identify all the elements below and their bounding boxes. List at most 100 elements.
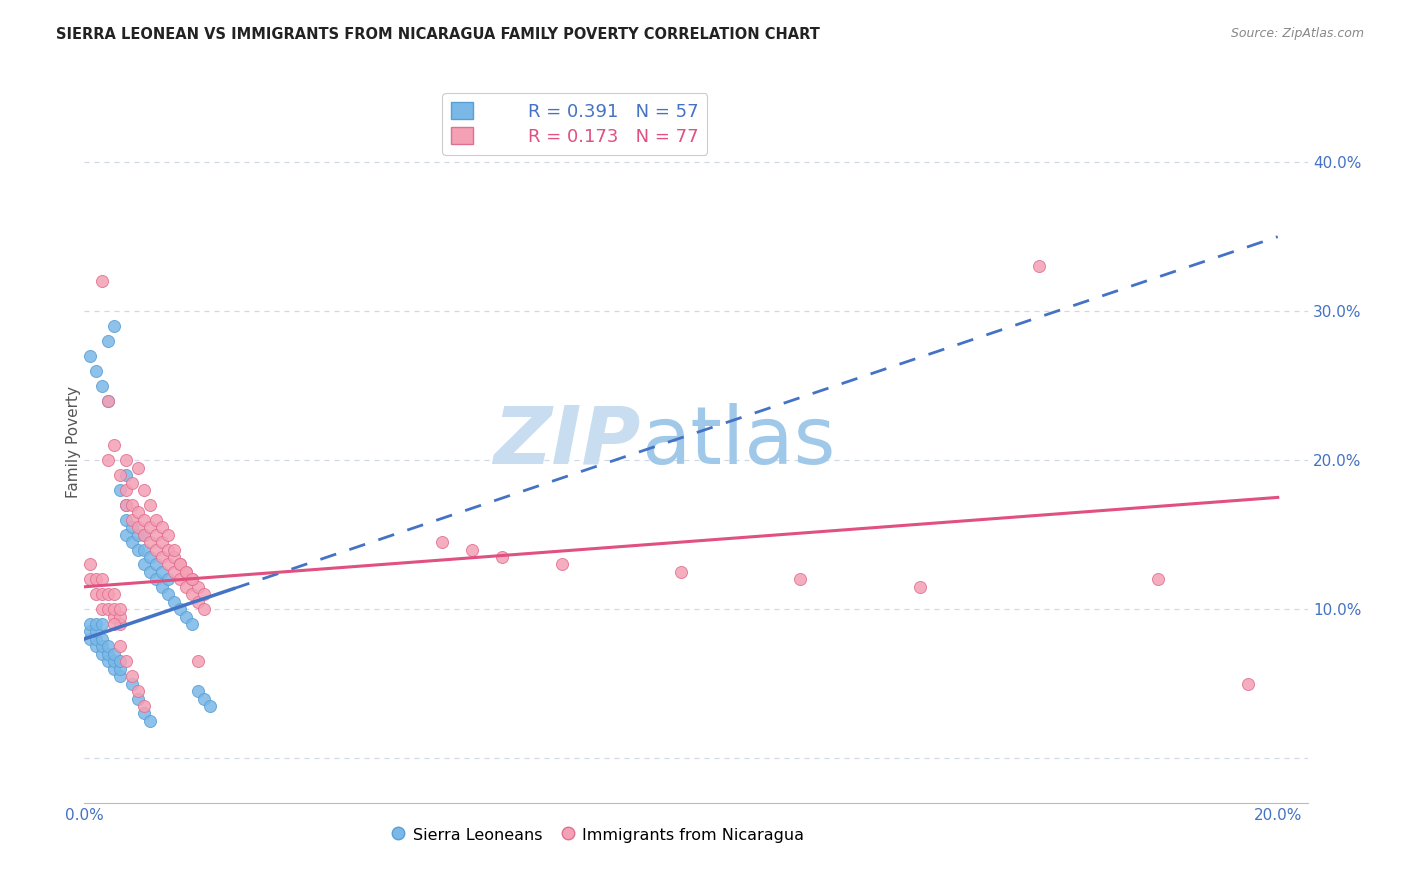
Point	[84, 624, 107, 639]
Point	[108, 617, 131, 632]
Point	[91, 647, 114, 661]
Legend: Sierra Leoneans, Immigrants from Nicaragua: Sierra Leoneans, Immigrants from Nicarag…	[385, 821, 811, 849]
Point	[127, 527, 149, 541]
Point	[84, 640, 107, 654]
Point	[908, 580, 931, 594]
Point	[132, 527, 155, 541]
Point	[789, 572, 811, 586]
Point	[115, 527, 138, 541]
Point	[156, 542, 179, 557]
Point	[150, 580, 173, 594]
Point	[132, 542, 155, 557]
Point	[132, 706, 155, 721]
Point	[97, 587, 120, 601]
Point	[145, 572, 167, 586]
Point	[103, 662, 125, 676]
Point	[127, 542, 149, 557]
Point	[79, 632, 101, 646]
Point	[180, 572, 202, 586]
Point	[91, 572, 114, 586]
Point	[139, 520, 162, 534]
Point	[127, 691, 149, 706]
Point	[91, 602, 114, 616]
Point	[108, 640, 131, 654]
Point	[169, 558, 191, 572]
Point	[97, 393, 120, 408]
Point	[121, 520, 143, 534]
Point	[121, 669, 143, 683]
Point	[174, 580, 197, 594]
Point	[103, 617, 125, 632]
Point	[156, 587, 179, 601]
Point	[79, 572, 101, 586]
Point	[132, 527, 155, 541]
Point	[174, 565, 197, 579]
Point	[669, 565, 692, 579]
Point	[84, 572, 107, 586]
Point	[139, 714, 162, 728]
Point	[156, 558, 179, 572]
Point	[1237, 676, 1260, 690]
Point	[91, 632, 114, 646]
Point	[91, 378, 114, 392]
Point	[121, 475, 143, 490]
Point	[121, 498, 143, 512]
Point	[461, 542, 484, 557]
Point	[127, 684, 149, 698]
Point	[150, 549, 173, 564]
Point	[115, 468, 138, 483]
Point	[91, 617, 114, 632]
Point	[91, 587, 114, 601]
Point	[145, 542, 167, 557]
Point	[121, 535, 143, 549]
Point	[97, 647, 120, 661]
Point	[163, 542, 186, 557]
Point	[84, 617, 107, 632]
Point	[180, 587, 202, 601]
Point	[115, 453, 138, 467]
Point	[1028, 260, 1050, 274]
Point	[97, 393, 120, 408]
Point	[115, 483, 138, 497]
Point	[193, 587, 215, 601]
Point	[79, 617, 101, 632]
Point	[1147, 572, 1170, 586]
Point	[139, 565, 162, 579]
Point	[127, 520, 149, 534]
Point	[97, 602, 120, 616]
Point	[193, 691, 215, 706]
Point	[115, 654, 138, 668]
Text: ZIP: ZIP	[494, 402, 641, 481]
Point	[108, 483, 131, 497]
Point	[139, 549, 162, 564]
Y-axis label: Family Poverty: Family Poverty	[66, 385, 80, 498]
Point	[491, 549, 513, 564]
Point	[108, 669, 131, 683]
Point	[187, 595, 209, 609]
Point	[108, 654, 131, 668]
Point	[145, 558, 167, 572]
Point	[132, 513, 155, 527]
Point	[156, 527, 179, 541]
Point	[121, 676, 143, 690]
Point	[103, 587, 125, 601]
Point	[91, 640, 114, 654]
Point	[198, 698, 221, 713]
Point	[163, 565, 186, 579]
Point	[174, 565, 197, 579]
Point	[97, 334, 120, 348]
Point	[187, 580, 209, 594]
Point	[551, 558, 574, 572]
Point	[108, 468, 131, 483]
Point	[193, 602, 215, 616]
Point	[432, 535, 454, 549]
Point	[169, 572, 191, 586]
Point	[139, 535, 162, 549]
Text: SIERRA LEONEAN VS IMMIGRANTS FROM NICARAGUA FAMILY POVERTY CORRELATION CHART: SIERRA LEONEAN VS IMMIGRANTS FROM NICARA…	[56, 27, 820, 42]
Point	[156, 572, 179, 586]
Point	[108, 662, 131, 676]
Point	[79, 558, 101, 572]
Point	[103, 438, 125, 452]
Point	[180, 572, 202, 586]
Point	[163, 549, 186, 564]
